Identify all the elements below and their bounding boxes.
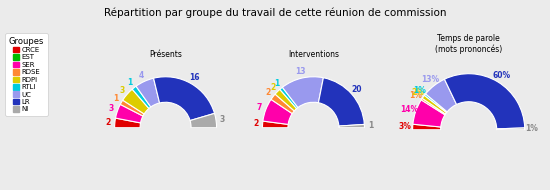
Text: 1: 1 (113, 94, 118, 103)
Text: 13%: 13% (421, 75, 439, 84)
Text: 2: 2 (270, 82, 276, 92)
Wedge shape (116, 104, 143, 123)
Title: Interventions: Interventions (288, 50, 339, 59)
Wedge shape (114, 118, 141, 128)
Wedge shape (123, 89, 149, 114)
Text: 1%: 1% (409, 91, 422, 100)
Wedge shape (422, 95, 447, 114)
Text: 1%: 1% (526, 124, 538, 133)
Wedge shape (318, 78, 364, 126)
Wedge shape (425, 94, 447, 112)
Text: Répartition par groupe du travail de cette réunion de commission: Répartition par groupe du travail de cet… (104, 8, 446, 18)
Wedge shape (153, 77, 214, 121)
Wedge shape (190, 113, 217, 128)
Wedge shape (282, 77, 323, 108)
Wedge shape (120, 100, 144, 116)
Text: 1: 1 (368, 121, 373, 130)
Wedge shape (412, 124, 441, 130)
Text: 4: 4 (139, 71, 144, 80)
Wedge shape (114, 128, 217, 179)
Text: 14%: 14% (400, 105, 418, 114)
Text: 3%: 3% (399, 122, 412, 131)
Wedge shape (497, 128, 525, 130)
Text: 7: 7 (257, 103, 262, 112)
Text: 2: 2 (106, 118, 111, 127)
Wedge shape (413, 100, 445, 127)
Wedge shape (339, 124, 365, 128)
Title: Temps de parole
(mots prononcés): Temps de parole (mots prononcés) (435, 34, 502, 54)
Wedge shape (412, 130, 525, 186)
Wedge shape (262, 121, 288, 128)
Text: 20: 20 (351, 85, 362, 94)
Legend: CRCE, EST, SER, RDSE, RDPI, RTLI, UC, LR, NI: CRCE, EST, SER, RDSE, RDPI, RTLI, UC, LR… (6, 33, 48, 116)
Text: 3: 3 (108, 104, 114, 113)
Wedge shape (262, 128, 365, 179)
Text: 3: 3 (119, 86, 125, 94)
Wedge shape (132, 86, 151, 108)
Wedge shape (280, 87, 298, 108)
Wedge shape (421, 98, 446, 115)
Title: Présents: Présents (149, 50, 182, 59)
Wedge shape (136, 78, 160, 107)
Text: 1: 1 (128, 78, 133, 87)
Wedge shape (263, 99, 292, 124)
Wedge shape (444, 74, 525, 129)
Text: 1: 1 (274, 79, 279, 88)
Text: 3: 3 (220, 115, 225, 124)
Wedge shape (271, 94, 294, 114)
Text: 2%: 2% (411, 88, 424, 97)
Text: 60%: 60% (492, 71, 510, 80)
Text: 1%: 1% (413, 86, 426, 95)
Text: 2: 2 (265, 88, 271, 97)
Text: 2: 2 (254, 120, 258, 128)
Wedge shape (275, 89, 296, 111)
Wedge shape (426, 79, 456, 112)
Text: 13: 13 (295, 67, 306, 76)
Text: 16: 16 (189, 73, 200, 82)
